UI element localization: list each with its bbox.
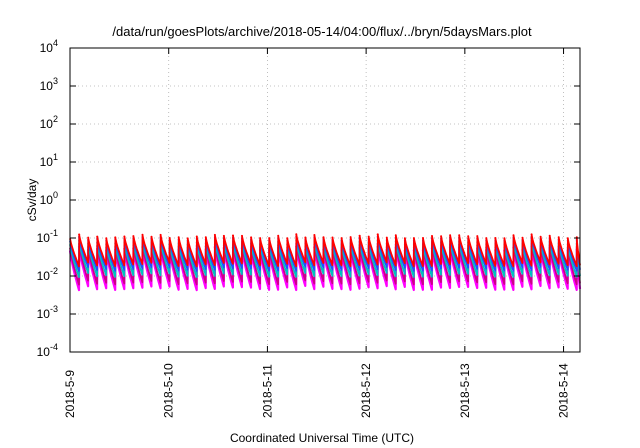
series-line (69, 233, 581, 268)
x-axis: 2018-5-9 2018-5-10 2018-5-11 2018-5-12 2018-… (63, 48, 571, 418)
series-line (68, 245, 582, 292)
series-line (69, 235, 581, 272)
series-line (69, 242, 581, 286)
y-tick-label: 102 (40, 114, 58, 131)
x-tick-label: 2018-5-10 (162, 363, 176, 418)
series-group (68, 233, 582, 292)
x-tick-label: 2018-5-9 (63, 370, 77, 418)
x-tick-label: 2018-5-14 (557, 363, 571, 418)
y-tick-label: 101 (40, 152, 58, 169)
series-line (69, 239, 581, 278)
y-tick-label: 10-1 (37, 228, 58, 245)
y-tick-label: 10-3 (37, 304, 58, 321)
x-tick-label: 2018-5-12 (359, 363, 373, 418)
y-tick-label: 104 (40, 38, 58, 55)
y-tick-label: 10-4 (37, 342, 58, 359)
chart-title: /data/run/goesPlots/archive/2018-05-14/0… (112, 24, 532, 39)
x-tick-label: 2018-5-13 (458, 363, 472, 418)
y-tick-label: 103 (40, 76, 58, 93)
y-tick-label: 10-2 (37, 266, 58, 283)
grid (70, 48, 580, 352)
y-tick-label: 100 (40, 190, 58, 207)
x-axis-label: Coordinated Universal Time (UTC) (230, 431, 414, 445)
x-tick-label: 2018-5-11 (260, 364, 274, 418)
y-axis-label: cSv/day (25, 179, 39, 222)
